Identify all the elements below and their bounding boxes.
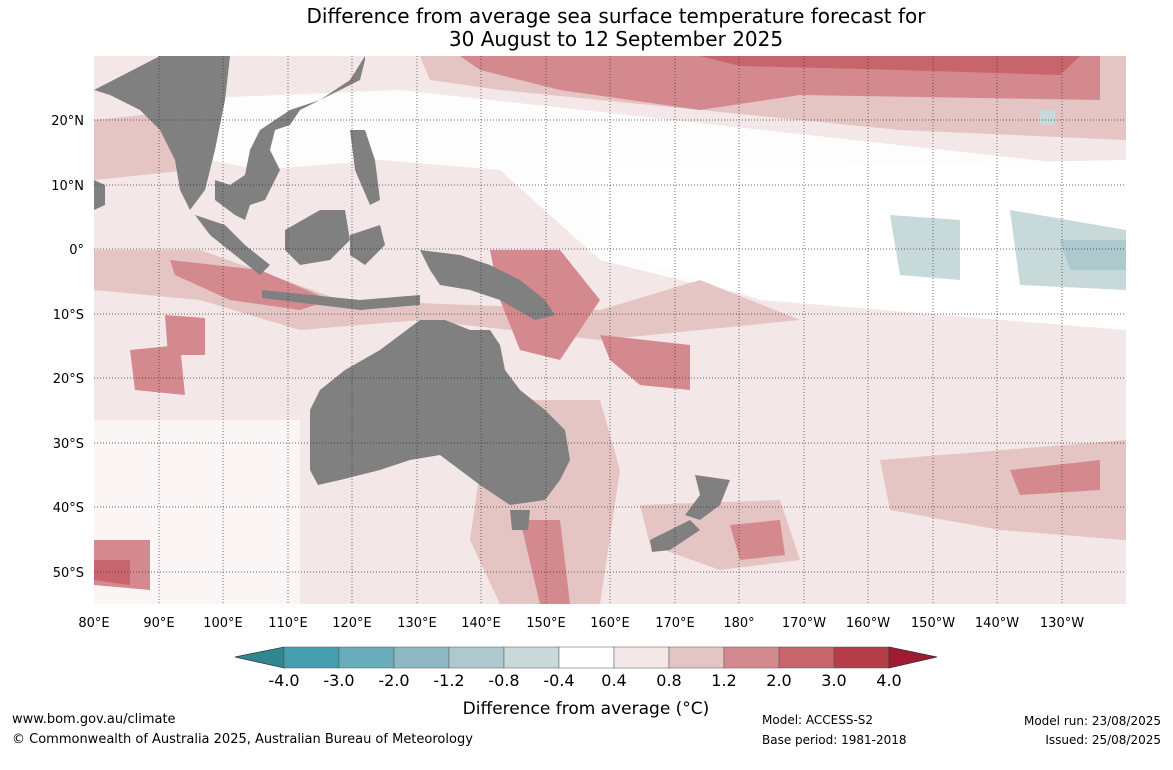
title-line-1: Difference from average sea surface temp… [306, 4, 926, 28]
colorbar-tick: -2.0 [378, 671, 409, 690]
lat-label: 10°S [53, 308, 84, 323]
lat-label: 40°S [53, 501, 84, 516]
colorbar-bin [448, 646, 505, 669]
lon-label: 160°E [590, 616, 630, 631]
colorbar-tick: -1.2 [433, 671, 464, 690]
lon-label: 150°W [911, 616, 955, 631]
lon-label: 160°W [846, 616, 890, 631]
lon-label: 80°E [78, 616, 109, 631]
lat-label: 0° [69, 243, 84, 258]
colorbar: -4.0 -3.0 -2.0 -1.2 -0.8 -0.4 0.4 0.8 1.… [234, 646, 938, 719]
colorbar-tick: -0.8 [488, 671, 519, 690]
colorbar-tick: 4.0 [876, 671, 901, 690]
colorbar-bins [283, 646, 890, 669]
colorbar-under-arrow [234, 646, 285, 669]
lon-label: 110°E [268, 616, 308, 631]
title-line-2: 30 August to 12 September 2025 [448, 27, 784, 51]
lon-label: 140°W [975, 616, 1019, 631]
colorbar-tick: 0.4 [601, 671, 626, 690]
colorbar-bin [338, 646, 395, 669]
lon-label: 170°E [655, 616, 695, 631]
colorbar-bin [613, 646, 670, 669]
lon-labels: 80°E 90°E 100°E 110°E 120°E 130°E 140°E … [78, 616, 1084, 631]
base-period-text: Base period: 1981-2018 [762, 733, 907, 747]
graticule [94, 56, 1126, 604]
lon-label: 100°E [203, 616, 243, 631]
colorbar-tick: 3.0 [821, 671, 846, 690]
colorbar-bin [723, 646, 780, 669]
lat-label: 10°N [51, 179, 84, 194]
colorbar-tick: -3.0 [323, 671, 354, 690]
colorbar-over-arrow [888, 646, 938, 669]
colorbar-bin [778, 646, 835, 669]
website-text: www.bom.gov.au/climate [12, 712, 176, 727]
colorbar-tick: -4.0 [268, 671, 299, 690]
lat-label: 20°S [53, 372, 84, 387]
lat-label: 50°S [53, 566, 84, 581]
colorbar-tick: 1.2 [711, 671, 736, 690]
colorbar-tick: -0.4 [543, 671, 574, 690]
lon-label: 120°E [332, 616, 372, 631]
colorbar-tick: 0.8 [656, 671, 681, 690]
colorbar-bin [558, 646, 615, 669]
colorbar-bin [393, 646, 450, 669]
map-plot-area [94, 56, 1126, 604]
land [94, 56, 730, 552]
issued-text: Issued: 25/08/2025 [1045, 733, 1161, 747]
colorbar-ticks: -4.0 -3.0 -2.0 -1.2 -0.8 -0.4 0.4 0.8 1.… [268, 671, 901, 690]
lon-label: 130°W [1040, 616, 1084, 631]
model-run-text: Model run: 23/08/2025 [1023, 714, 1161, 728]
lon-label: 180° [723, 616, 754, 631]
colorbar-bin [833, 646, 890, 669]
lon-label: 170°W [782, 616, 826, 631]
lon-label: 90°E [143, 616, 174, 631]
lat-label: 30°S [53, 437, 84, 452]
lon-label: 150°E [526, 616, 566, 631]
anomaly-shading [94, 56, 1126, 604]
copyright-text: © Commonwealth of Australia 2025, Austra… [12, 732, 473, 747]
lon-label: 130°E [397, 616, 437, 631]
model-text: Model: ACCESS-S2 [762, 713, 874, 727]
colorbar-tick: 2.0 [766, 671, 791, 690]
colorbar-label: Difference from average (°C) [463, 699, 710, 719]
colorbar-bin [283, 646, 340, 669]
colorbar-bin [668, 646, 725, 669]
colorbar-bin [503, 646, 560, 669]
lat-labels: 20°N 10°N 0° 10°S 20°S 30°S 40°S 50°S [51, 114, 84, 581]
lat-label: 20°N [51, 114, 84, 129]
lon-label: 140°E [461, 616, 501, 631]
map-title: Difference from average sea surface temp… [0, 5, 1173, 51]
